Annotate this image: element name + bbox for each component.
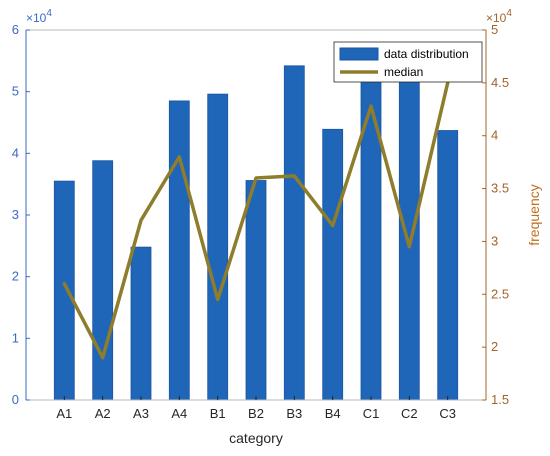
y-tick-label-6: 6 [12, 22, 19, 37]
x-tick-label-c3: C3 [439, 406, 456, 421]
x-tick-label-a2: A2 [95, 406, 111, 421]
median-point-a1 [62, 282, 66, 286]
right-axis-ticks: 1.5 2 2.5 3 3.5 4 4.5 5 [482, 22, 509, 407]
y-tick-label-1: 1 [12, 330, 19, 345]
y-tick-label-5: 5 [12, 84, 19, 99]
y2-axis-exponent: ×104 [486, 8, 512, 25]
bar-b4 [322, 128, 344, 401]
legend-swatch-bar [339, 47, 379, 61]
x-tick-label-c2: C2 [401, 406, 418, 421]
median-point-b2 [254, 176, 258, 180]
x-tick-label-b3: B3 [286, 406, 302, 421]
bar-b1 [207, 93, 229, 401]
y2-tick-label-4.5: 4.5 [491, 75, 509, 90]
y-tick-label-0: 0 [12, 392, 19, 407]
y2-axis-label: frequency [526, 184, 542, 245]
y2-tick-label-2: 2 [491, 339, 498, 354]
legend-label-median: median [384, 65, 423, 79]
bar-b3 [283, 65, 305, 401]
bar-c3 [437, 130, 459, 401]
median-point-c2 [407, 245, 411, 249]
y-tick-label-2: 2 [12, 269, 19, 284]
bar-a1 [53, 180, 75, 401]
y2-tick-label-3.5: 3.5 [491, 181, 509, 196]
x-tick-label-a1: A1 [56, 406, 72, 421]
x-axis-label: category [229, 430, 283, 446]
x-tick-label-a4: A4 [171, 406, 187, 421]
x-tick-label-b4: B4 [325, 406, 341, 421]
median-point-a3 [139, 218, 143, 222]
median-point-a2 [101, 356, 105, 360]
left-axis-ticks: 0 1 2 3 4 5 6 [12, 22, 30, 407]
x-tick-label-a3: A3 [133, 406, 149, 421]
bar-a2 [92, 160, 114, 401]
y2-tick-label-2.5: 2.5 [491, 286, 509, 301]
bar-b2 [245, 180, 267, 401]
y2-tick-label-4: 4 [491, 128, 498, 143]
y2-tick-label-1.5: 1.5 [491, 392, 509, 407]
x-axis-ticks: A1 A2 A3 A4 B1 B2 B3 B4 C1 C2 C3 [56, 396, 456, 421]
y-axis-exponent: ×104 [26, 8, 52, 25]
x-tick-label-b2: B2 [248, 406, 264, 421]
median-point-b1 [216, 298, 220, 302]
y-tick-label-3: 3 [12, 207, 19, 222]
median-point-b3 [292, 174, 296, 178]
median-point-c1 [369, 104, 373, 108]
bar-a3 [130, 246, 152, 401]
y2-tick-label-5: 5 [491, 22, 498, 37]
median-layer [62, 81, 450, 360]
median-point-b4 [331, 224, 335, 228]
legend-label-data-distribution: data distribution [384, 47, 469, 61]
median-point-a4 [177, 155, 181, 159]
bar-a4 [168, 100, 190, 401]
y2-tick-label-3: 3 [491, 233, 498, 248]
y-tick-label-4: 4 [12, 145, 19, 160]
bar-c2 [398, 75, 420, 401]
legend: data distribution median [333, 41, 483, 83]
x-tick-label-c1: C1 [363, 406, 380, 421]
x-tick-label-b1: B1 [210, 406, 226, 421]
